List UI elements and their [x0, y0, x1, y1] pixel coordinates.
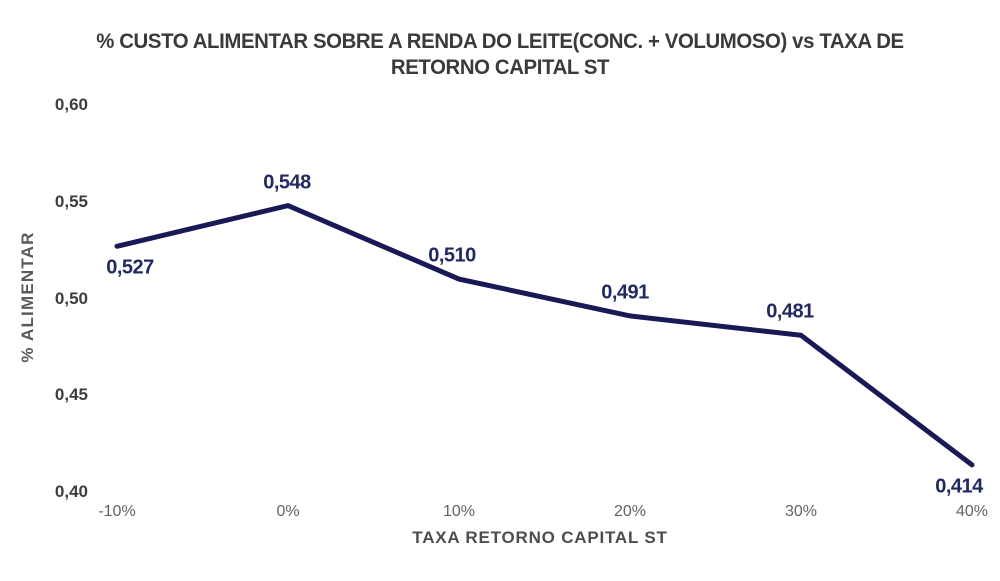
data-point-label: 0,481	[766, 300, 814, 323]
data-point-label: 0,510	[428, 244, 476, 267]
x-tick-label: 30%	[784, 503, 818, 520]
chart-title: % CUSTO ALIMENTAR SOBRE A RENDA DO LEITE…	[96, 30, 904, 79]
x-tick-label: 0%	[276, 503, 300, 520]
data-point-label: 0,527	[106, 256, 154, 279]
x-tick-label: 20%	[613, 503, 647, 520]
y-tick-label: 0,40	[54, 482, 88, 501]
data-point-label: 0,414	[935, 475, 983, 498]
y-tick-label: 0,45	[54, 385, 88, 405]
y-axis-title: % ALIMENTAR	[18, 231, 37, 363]
x-tick-label: 40%	[955, 503, 989, 520]
x-tick-label: 10%	[442, 503, 476, 520]
y-tick-label: 0,60	[54, 95, 88, 114]
data-point-label: 0,548	[263, 171, 311, 194]
x-tick-label: -10%	[98, 503, 136, 520]
series-line	[114, 202, 975, 468]
y-tick-label: 0,50	[54, 288, 88, 308]
data-point-label: 0,491	[601, 281, 649, 304]
y-tick-label: 0,55	[54, 191, 88, 211]
x-axis-title: TAXA RETORNO CAPITAL ST	[412, 528, 668, 547]
